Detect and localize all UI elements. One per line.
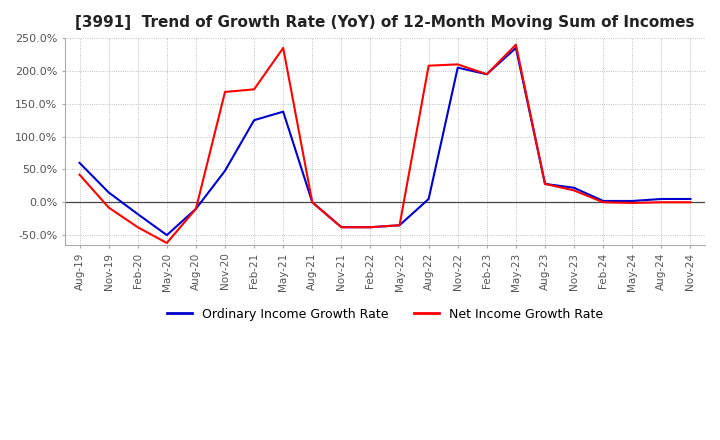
Net Income Growth Rate: [104, 205, 113, 210]
Line: Net Income Growth Rate: Net Income Growth Rate: [79, 45, 690, 243]
Net Income Growth Rate: [133, 224, 142, 230]
Ordinary Income Growth Rate: [308, 200, 317, 205]
Net Income Growth Rate: [570, 188, 578, 193]
Net Income Growth Rate: [482, 72, 491, 77]
Net Income Growth Rate: [279, 45, 287, 51]
Net Income Growth Rate: [541, 181, 549, 187]
Ordinary Income Growth Rate: [454, 65, 462, 70]
Ordinary Income Growth Rate: [599, 198, 608, 204]
Ordinary Income Growth Rate: [250, 117, 258, 123]
Net Income Growth Rate: [250, 87, 258, 92]
Ordinary Income Growth Rate: [570, 185, 578, 191]
Net Income Growth Rate: [657, 200, 666, 205]
Ordinary Income Growth Rate: [541, 181, 549, 187]
Ordinary Income Growth Rate: [192, 206, 200, 212]
Ordinary Income Growth Rate: [424, 196, 433, 202]
Net Income Growth Rate: [512, 42, 521, 48]
Net Income Growth Rate: [599, 200, 608, 205]
Net Income Growth Rate: [686, 200, 695, 205]
Net Income Growth Rate: [395, 223, 404, 228]
Ordinary Income Growth Rate: [686, 196, 695, 202]
Ordinary Income Growth Rate: [221, 168, 230, 173]
Ordinary Income Growth Rate: [163, 232, 171, 238]
Ordinary Income Growth Rate: [628, 198, 636, 204]
Ordinary Income Growth Rate: [482, 72, 491, 77]
Ordinary Income Growth Rate: [366, 224, 375, 230]
Ordinary Income Growth Rate: [75, 160, 84, 165]
Ordinary Income Growth Rate: [104, 190, 113, 195]
Ordinary Income Growth Rate: [395, 223, 404, 228]
Net Income Growth Rate: [424, 63, 433, 68]
Title: [3991]  Trend of Growth Rate (YoY) of 12-Month Moving Sum of Incomes: [3991] Trend of Growth Rate (YoY) of 12-…: [76, 15, 695, 30]
Net Income Growth Rate: [221, 89, 230, 95]
Net Income Growth Rate: [308, 200, 317, 205]
Ordinary Income Growth Rate: [512, 45, 521, 51]
Ordinary Income Growth Rate: [657, 196, 666, 202]
Ordinary Income Growth Rate: [133, 212, 142, 217]
Legend: Ordinary Income Growth Rate, Net Income Growth Rate: Ordinary Income Growth Rate, Net Income …: [162, 303, 608, 326]
Net Income Growth Rate: [628, 200, 636, 205]
Net Income Growth Rate: [192, 206, 200, 212]
Ordinary Income Growth Rate: [337, 224, 346, 230]
Net Income Growth Rate: [337, 224, 346, 230]
Line: Ordinary Income Growth Rate: Ordinary Income Growth Rate: [79, 48, 690, 235]
Net Income Growth Rate: [366, 224, 375, 230]
Net Income Growth Rate: [75, 172, 84, 177]
Net Income Growth Rate: [163, 240, 171, 246]
Net Income Growth Rate: [454, 62, 462, 67]
Ordinary Income Growth Rate: [279, 109, 287, 114]
